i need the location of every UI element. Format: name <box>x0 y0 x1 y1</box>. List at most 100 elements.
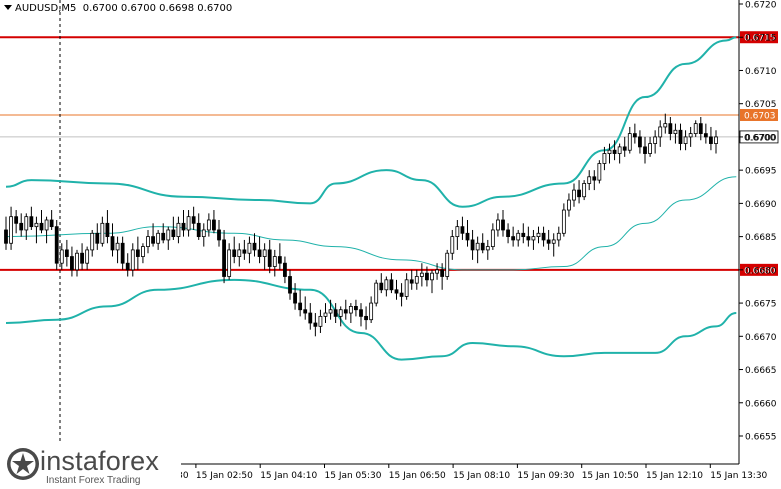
candle-body <box>501 219 505 231</box>
level-label: 0.6680 <box>744 266 776 276</box>
candle-body <box>425 272 429 281</box>
candle-body <box>551 239 556 244</box>
candle-body <box>85 249 90 264</box>
y-tick-label: 0.6655 <box>745 433 777 443</box>
candle-body <box>252 242 257 251</box>
candle-body <box>404 279 409 297</box>
candle-body <box>450 236 455 254</box>
candle-body <box>303 309 308 314</box>
candle-body <box>409 279 414 284</box>
candle-body <box>191 216 196 224</box>
level-tag <box>740 108 778 121</box>
candle-body <box>130 249 135 271</box>
y-tick-label: 0.6705 <box>745 100 777 110</box>
candle-body <box>496 219 500 231</box>
bollinger-lower <box>5 278 737 361</box>
candle-body <box>643 146 647 154</box>
candle-body <box>272 256 277 267</box>
candle-body <box>9 216 13 244</box>
candle-body <box>343 309 348 314</box>
candle-body <box>95 232 100 244</box>
candle-body <box>64 249 69 257</box>
candle-body <box>627 133 632 151</box>
candle-body <box>333 309 338 317</box>
instaforex-logo: instaforex Instant Forex Trading <box>0 444 181 489</box>
candle-body <box>465 232 470 241</box>
candle-body <box>693 123 698 134</box>
candle-body <box>648 143 652 154</box>
candle-body <box>161 232 166 241</box>
dropdown-icon[interactable] <box>4 5 12 10</box>
x-tick-label: 15 Jan 02:50 <box>196 471 253 481</box>
level-label: 0.6715 <box>744 34 776 44</box>
candle-body <box>338 309 343 317</box>
candle-body <box>288 276 292 294</box>
y-tick-label: 0.6665 <box>745 366 777 376</box>
y-tick-label: 0.6690 <box>745 200 777 210</box>
logo-name: instaforex <box>40 446 160 476</box>
candle-body <box>592 176 597 181</box>
candle-body <box>19 222 24 231</box>
candle-body <box>257 249 262 257</box>
candle-body <box>531 236 536 241</box>
candle-body <box>171 229 176 238</box>
symbol-label: AUDUSD,M5 <box>15 3 77 14</box>
candle-body <box>440 269 445 277</box>
candle-body <box>587 176 592 184</box>
candle-body <box>232 249 237 257</box>
candle-body <box>663 123 668 128</box>
candle-body <box>125 262 130 271</box>
bollinger-middle <box>5 176 737 271</box>
candle-body <box>506 229 510 238</box>
candle-body <box>70 256 74 271</box>
candle-body <box>181 222 186 231</box>
candle-body <box>414 276 419 284</box>
candle-body <box>617 146 622 154</box>
y-tick-label: 0.6700 <box>745 133 777 143</box>
candle-body <box>668 123 673 134</box>
candle-body <box>369 302 374 321</box>
candle-body <box>384 279 389 291</box>
level-tag <box>740 263 778 276</box>
candle-body <box>445 252 450 277</box>
candle-body <box>262 249 267 257</box>
candle-body <box>4 229 8 244</box>
x-tick-label: 15 Jan 12:10 <box>646 471 703 481</box>
x-tick-label: 15 Jan 09:30 <box>517 471 574 481</box>
candle-body <box>435 269 439 274</box>
candle-body <box>572 189 576 201</box>
candle-body <box>379 282 384 291</box>
candle-body <box>419 272 424 277</box>
candle-body <box>313 322 318 327</box>
y-tick-label: 0.6720 <box>745 1 777 11</box>
candle-body <box>80 252 84 264</box>
level-label: 0.6703 <box>744 111 776 121</box>
candle-body <box>328 309 333 314</box>
level-tag <box>740 31 778 44</box>
candle-body <box>354 305 358 311</box>
candle-body <box>54 226 59 264</box>
y-tick-label: 0.6660 <box>745 399 777 409</box>
candle-body <box>14 216 19 224</box>
y-tick-label: 0.6685 <box>745 233 777 243</box>
candle-body <box>546 239 551 244</box>
candle-body <box>24 216 29 231</box>
candle-body <box>227 249 232 277</box>
y-tick-label: 0.6710 <box>745 67 777 77</box>
candle-body <box>298 302 303 311</box>
candle-body <box>135 249 140 257</box>
candle-body <box>399 292 404 297</box>
candle-body <box>577 189 581 198</box>
candle-body <box>34 222 39 228</box>
x-tick-label: 15 Jan 05:30 <box>325 471 382 481</box>
candle-body <box>475 242 480 251</box>
candle-body <box>267 249 272 267</box>
candle-body <box>430 272 434 281</box>
candle-body <box>49 219 54 228</box>
x-tick-label: 15 Jan 04:10 <box>260 471 317 481</box>
candle-body <box>364 315 368 321</box>
candle-body <box>698 123 703 134</box>
candle-body <box>293 292 297 304</box>
